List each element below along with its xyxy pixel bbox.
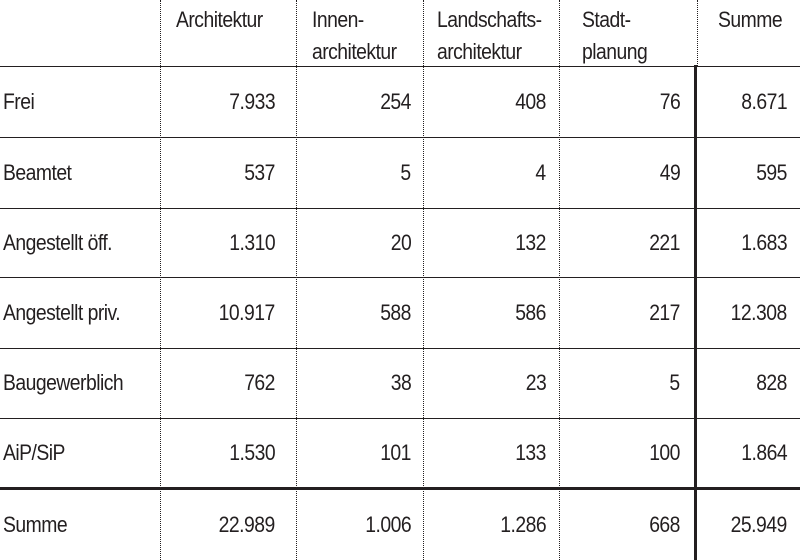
row-divider bbox=[0, 277, 800, 278]
header-stadtplanung-line2: planung bbox=[582, 39, 648, 64]
sum-cell: 8.671 bbox=[741, 89, 787, 114]
row-divider bbox=[0, 137, 800, 138]
header-landschaftsarchitektur-line1: Landschafts- bbox=[437, 7, 542, 32]
column-divider bbox=[559, 0, 560, 560]
value-cell: 221 bbox=[649, 230, 680, 255]
sum-column-divider bbox=[694, 65, 697, 560]
value-cell: 23 bbox=[525, 370, 547, 395]
value-cell: 10.917 bbox=[218, 300, 276, 325]
value-cell: 100 bbox=[649, 440, 680, 465]
row-label: Angestellt öff. bbox=[3, 230, 113, 255]
header-architektur: Architektur bbox=[176, 7, 263, 32]
total-cell: 668 bbox=[649, 512, 680, 537]
column-divider bbox=[296, 0, 297, 560]
value-cell: 537 bbox=[244, 160, 275, 185]
value-cell: 1.530 bbox=[229, 440, 275, 465]
value-cell: 38 bbox=[390, 370, 412, 395]
row-label: Beamtet bbox=[3, 160, 72, 185]
header-landschaftsarchitektur-line2: architektur bbox=[437, 39, 522, 64]
row-label: Baugewerblich bbox=[3, 370, 124, 395]
value-cell: 49 bbox=[659, 160, 681, 185]
row-label: AiP/SiP bbox=[3, 440, 65, 465]
value-cell: 1.310 bbox=[229, 230, 275, 255]
value-cell: 762 bbox=[244, 370, 275, 395]
sum-cell: 1.864 bbox=[741, 440, 787, 465]
value-cell: 101 bbox=[380, 440, 411, 465]
column-divider bbox=[160, 0, 161, 560]
header-summe: Summe bbox=[718, 7, 783, 32]
row-divider bbox=[0, 348, 800, 349]
total-label: Summe bbox=[3, 512, 68, 537]
value-cell: 217 bbox=[649, 300, 680, 325]
value-cell: 588 bbox=[380, 300, 411, 325]
column-divider bbox=[697, 0, 698, 66]
value-cell: 5 bbox=[400, 160, 412, 185]
value-cell: 408 bbox=[515, 89, 546, 114]
header-innenarchitektur-line2: architektur bbox=[312, 39, 397, 64]
value-cell: 20 bbox=[390, 230, 412, 255]
row-label: Frei bbox=[3, 89, 35, 114]
sum-cell: 12.308 bbox=[730, 300, 788, 325]
sum-cell: 595 bbox=[756, 160, 787, 185]
value-cell: 132 bbox=[515, 230, 546, 255]
total-cell: 22.989 bbox=[218, 512, 276, 537]
value-cell: 586 bbox=[515, 300, 546, 325]
value-cell: 5 bbox=[669, 370, 681, 395]
total-divider bbox=[0, 487, 800, 490]
header-stadtplanung-line1: Stadt- bbox=[582, 7, 631, 32]
value-cell: 133 bbox=[515, 440, 546, 465]
sum-cell: 1.683 bbox=[741, 230, 787, 255]
value-cell: 76 bbox=[659, 89, 681, 114]
column-divider bbox=[423, 0, 424, 560]
total-cell: 1.286 bbox=[500, 512, 546, 537]
row-divider bbox=[0, 66, 800, 67]
row-divider bbox=[0, 208, 800, 209]
header-innenarchitektur-line1: Innen- bbox=[312, 7, 364, 32]
total-cell: 1.006 bbox=[365, 512, 411, 537]
value-cell: 7.933 bbox=[229, 89, 275, 114]
row-label: Angestellt priv. bbox=[3, 300, 121, 325]
value-cell: 254 bbox=[380, 89, 411, 114]
value-cell: 4 bbox=[535, 160, 547, 185]
sum-cell: 828 bbox=[756, 370, 787, 395]
row-divider bbox=[0, 418, 800, 419]
grand-total-cell: 25.949 bbox=[730, 512, 788, 537]
